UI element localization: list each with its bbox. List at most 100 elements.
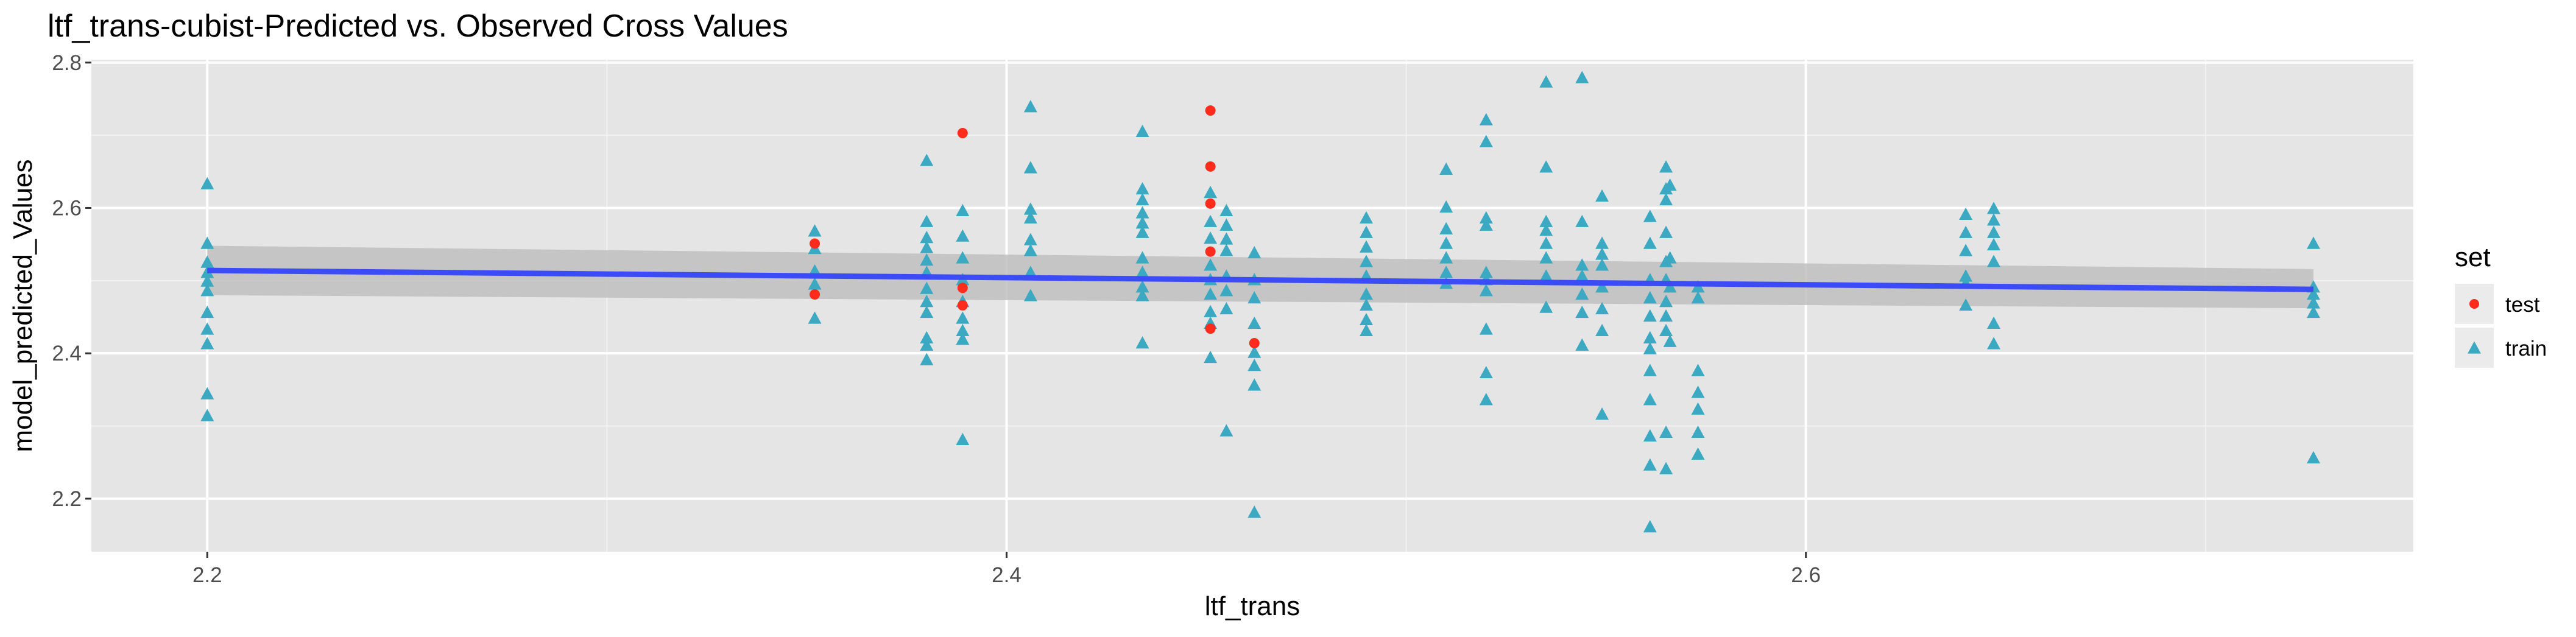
train-point xyxy=(920,305,934,318)
train-point xyxy=(1023,211,1037,223)
y-tick-label: 2.8 xyxy=(52,51,82,75)
train-point xyxy=(1439,236,1453,249)
train-point xyxy=(920,338,934,351)
train-point xyxy=(200,322,214,335)
train-point xyxy=(1204,185,1218,199)
test-point xyxy=(1205,161,1216,172)
train-point xyxy=(1247,246,1262,259)
train-point xyxy=(1219,232,1233,245)
train-point xyxy=(200,255,214,268)
x-tick-label: 2.2 xyxy=(192,563,222,587)
train-point xyxy=(1135,192,1149,206)
train-point xyxy=(956,333,970,345)
train-point xyxy=(1247,378,1262,391)
train-point xyxy=(1439,222,1453,234)
train-point xyxy=(920,253,934,266)
train-point xyxy=(1023,202,1037,215)
legend: set test train xyxy=(2455,242,2547,368)
train-point xyxy=(1595,407,1609,420)
train-point xyxy=(200,409,214,421)
train-point xyxy=(1023,161,1037,174)
train-point xyxy=(200,284,214,297)
train-point xyxy=(1691,447,1705,460)
train-point xyxy=(1959,269,1973,282)
train-point xyxy=(1595,280,1609,293)
train-point xyxy=(1575,214,1589,227)
test-point xyxy=(957,283,968,294)
train-point xyxy=(1691,385,1705,398)
train-point xyxy=(1204,287,1218,300)
train-point xyxy=(1247,316,1262,329)
chart-title: ltf_trans-cubist-Predicted vs. Observed … xyxy=(48,9,788,44)
y-tick-label: 2.4 xyxy=(52,342,82,365)
train-point xyxy=(1663,334,1677,347)
train-point xyxy=(1023,244,1037,256)
train-point xyxy=(920,281,934,294)
train-point xyxy=(1359,312,1373,326)
legend-test-marker xyxy=(2469,299,2479,309)
train-point xyxy=(200,177,214,189)
train-point xyxy=(1479,113,1493,125)
train-point xyxy=(1023,289,1037,301)
train-point xyxy=(2306,287,2320,300)
legend-train-marker xyxy=(2468,341,2481,354)
train-point xyxy=(920,331,934,343)
train-point xyxy=(1135,251,1149,264)
train-point xyxy=(1359,225,1373,238)
train-point xyxy=(1247,291,1262,304)
train-point xyxy=(1247,359,1262,371)
train-point xyxy=(920,153,934,166)
train-point xyxy=(1479,218,1493,231)
train-point xyxy=(956,229,970,242)
train-point xyxy=(1575,71,1589,83)
train-point xyxy=(956,203,970,217)
train-point xyxy=(2306,451,2320,463)
train-point xyxy=(1987,202,2001,214)
train-point xyxy=(1659,160,1673,173)
train-point xyxy=(1479,365,1493,379)
train-point xyxy=(1539,214,1553,227)
train-point xyxy=(1219,424,1233,437)
train-point xyxy=(1691,425,1705,438)
train-point xyxy=(1659,309,1673,322)
train-point xyxy=(1135,216,1149,229)
train-point xyxy=(1539,223,1553,236)
train-point xyxy=(1659,192,1673,206)
train-point xyxy=(1247,345,1262,358)
train-point xyxy=(1539,236,1553,249)
train-point xyxy=(956,432,970,445)
train-point xyxy=(1643,236,1657,249)
train-point xyxy=(1359,323,1373,336)
train-point xyxy=(920,353,934,365)
train-point xyxy=(1643,209,1657,222)
train-point xyxy=(1135,266,1149,278)
train-point xyxy=(808,311,822,324)
train-point xyxy=(1575,269,1589,282)
train-point xyxy=(956,251,970,264)
train-point xyxy=(200,337,214,350)
train-point xyxy=(1595,301,1609,315)
train-point xyxy=(1987,213,2001,226)
train-point xyxy=(1204,231,1218,244)
train-point xyxy=(1359,240,1373,253)
test-point xyxy=(1205,246,1216,257)
legend-label-train: train xyxy=(2505,337,2547,361)
test-point xyxy=(810,238,820,249)
train-point xyxy=(1643,429,1657,442)
train-point xyxy=(808,224,822,237)
train-point xyxy=(1204,258,1218,271)
train-point xyxy=(1691,291,1705,304)
train-point xyxy=(1643,342,1657,354)
legend-title: set xyxy=(2455,242,2491,272)
train-point xyxy=(1575,338,1589,351)
train-point xyxy=(1204,304,1218,317)
train-point xyxy=(200,305,214,318)
train-point xyxy=(1135,124,1149,137)
train-point xyxy=(1959,244,1973,256)
test-point xyxy=(810,289,820,300)
train-point xyxy=(1987,225,2001,238)
train-point xyxy=(1135,289,1149,301)
train-point xyxy=(1539,75,1553,88)
